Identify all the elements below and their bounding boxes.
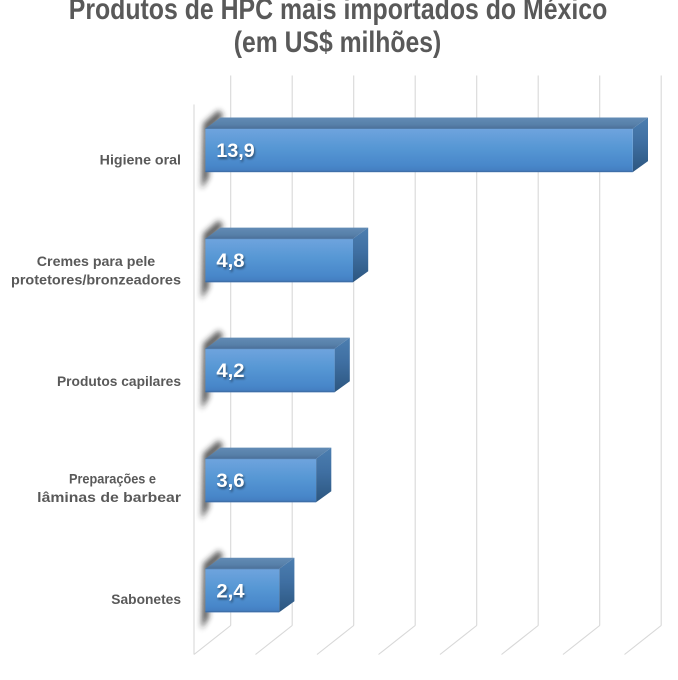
svg-text:4,2: 4,2 [216,361,244,382]
svg-text:Preparações e: Preparações e [69,471,156,487]
svg-text:3,6: 3,6 [216,471,244,492]
svg-text:Sabonetes: Sabonetes [111,591,181,607]
svg-text:protetores/bronzeadores: protetores/bronzeadores [11,272,181,288]
svg-text:Produtos capilares: Produtos capilares [57,373,181,389]
svg-text:Cremes para pele: Cremes para pele [37,253,156,269]
svg-text:Produtos de HPC mais importado: Produtos de HPC mais importados do Méxic… [69,0,608,26]
svg-text:lâminas de barbear: lâminas de barbear [37,489,181,505]
svg-text:4,8: 4,8 [216,251,244,272]
svg-text:13,9: 13,9 [216,141,254,162]
svg-text:(em US$ milhões): (em US$ milhões) [234,26,442,59]
svg-text:2,4: 2,4 [216,581,245,602]
svg-text:Higiene oral: Higiene oral [100,152,181,168]
